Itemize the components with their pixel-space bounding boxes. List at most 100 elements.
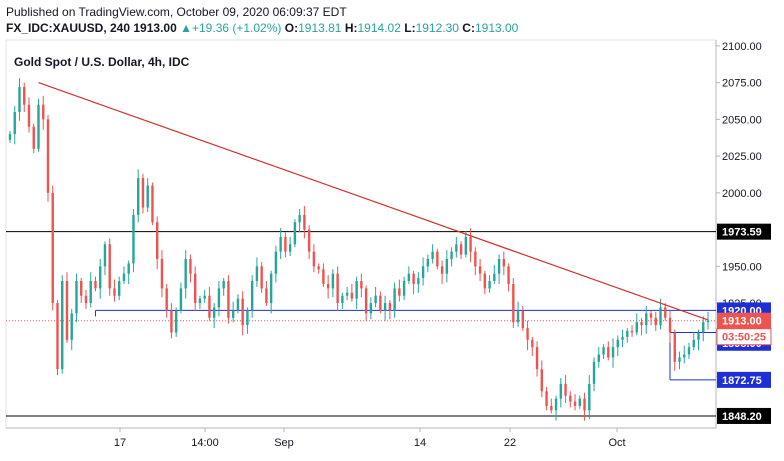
- candle-body: [32, 126, 35, 149]
- candle-body: [132, 214, 135, 264]
- candle-body: [23, 87, 26, 105]
- candle-body: [99, 266, 102, 289]
- candle-body: [535, 347, 539, 370]
- candle-body: [559, 383, 563, 399]
- level-price-tag: 1848.20: [722, 411, 762, 423]
- candle-body: [516, 310, 520, 323]
- y-tick-label: 2075.00: [722, 78, 762, 90]
- candle-body: [179, 288, 183, 311]
- candle-body: [269, 273, 273, 304]
- candle-body: [84, 295, 88, 304]
- candle-body: [75, 281, 78, 314]
- descending-trendline[interactable]: [38, 82, 709, 321]
- price-change: +19.36 (+1.02%): [192, 21, 282, 35]
- horizontal-levels[interactable]: [6, 231, 716, 417]
- price-labels: 1973.591848.201920.001898.001872.751913.…: [716, 223, 772, 424]
- x-tick-label: 14: [414, 437, 426, 449]
- candle-body: [426, 258, 430, 267]
- candle-body: [208, 295, 211, 318]
- candle-body: [46, 119, 50, 193]
- candle-body: [193, 273, 197, 304]
- candle-body: [137, 178, 140, 215]
- candle-body: [668, 317, 672, 333]
- symbol-label: FX_IDC:XAUUSD, 240: [6, 21, 131, 35]
- candle-body: [326, 283, 330, 289]
- open-value: 1913.81: [298, 21, 342, 35]
- candle-body: [165, 288, 168, 311]
- y-tick-label: 1950.00: [722, 261, 762, 273]
- candle-body: [398, 288, 401, 296]
- plot-frame: [5, 39, 717, 429]
- candle-body: [8, 134, 12, 140]
- candle-body: [469, 236, 472, 252]
- candle-body: [80, 281, 83, 296]
- candle-body: [626, 331, 629, 337]
- candle-body: [687, 347, 691, 355]
- candle-body: [640, 322, 643, 326]
- candle-body: [155, 222, 159, 259]
- candle-body: [493, 273, 496, 282]
- last-price-tag-bg: [717, 312, 771, 329]
- close-value: 1913.00: [474, 21, 519, 35]
- candle-body: [393, 288, 396, 311]
- candle-body: [118, 281, 121, 296]
- trendline-layer[interactable]: [38, 82, 709, 321]
- candle-body: [706, 320, 710, 323]
- last-price-tag: 1913.00: [722, 316, 762, 328]
- candle-body: [659, 307, 662, 326]
- candle-body: [635, 322, 638, 333]
- candle-body: [42, 104, 45, 120]
- candle-body: [450, 251, 453, 259]
- candle-body: [369, 303, 373, 314]
- candle-body: [388, 303, 392, 311]
- candle-body: [455, 244, 458, 252]
- candle-body: [217, 288, 221, 308]
- candle-body: [592, 361, 596, 384]
- candle-body: [464, 236, 468, 255]
- level-price-tag-bg: [717, 371, 771, 388]
- candle-body: [246, 310, 249, 326]
- candle-body: [284, 236, 287, 252]
- candle-body: [478, 266, 482, 274]
- candle-body: [189, 258, 192, 274]
- candle-body: [583, 398, 586, 411]
- candle-body: [678, 357, 681, 362]
- candle-body: [540, 369, 544, 392]
- candle-body: [445, 258, 449, 274]
- candle-body: [573, 401, 577, 406]
- candle-body: [417, 278, 420, 284]
- candle-body: [265, 288, 268, 304]
- candle-body: [597, 354, 600, 362]
- y-tick-label: 2050.00: [722, 114, 762, 126]
- candle-body: [103, 244, 107, 267]
- candle-body: [531, 339, 534, 348]
- candle-body: [61, 281, 64, 370]
- candle-body: [521, 310, 525, 329]
- candle-body: [141, 178, 145, 208]
- candle-body: [474, 251, 477, 267]
- level-price-tag: 1973.59: [722, 227, 762, 239]
- candle-body: [379, 295, 382, 311]
- candle-body: [374, 295, 377, 304]
- candle-body: [122, 273, 126, 282]
- open-label: O:: [284, 21, 299, 35]
- candle-body: [322, 269, 325, 284]
- candle-body: [37, 104, 40, 149]
- last-price: 1913.00: [133, 21, 177, 35]
- candle-body: [697, 332, 700, 340]
- level-price-tag-bg: [717, 407, 771, 424]
- symbol-line: FX_IDC:XAUUSD, 240 1913.00 ▲+19.36 (+1.0…: [6, 20, 518, 36]
- candle-body: [497, 258, 501, 274]
- candle-body: [602, 347, 605, 355]
- candle-body: [654, 317, 657, 326]
- candle-body: [412, 273, 415, 284]
- candle-body: [488, 281, 491, 289]
- candle-body: [588, 383, 591, 411]
- y-tick-label: 2100.00: [722, 41, 762, 53]
- candle-body: [649, 313, 653, 318]
- candle-body: [160, 258, 164, 289]
- high-value: 1914.02: [357, 21, 401, 35]
- candle-body: [27, 104, 31, 127]
- candle-body: [174, 310, 178, 333]
